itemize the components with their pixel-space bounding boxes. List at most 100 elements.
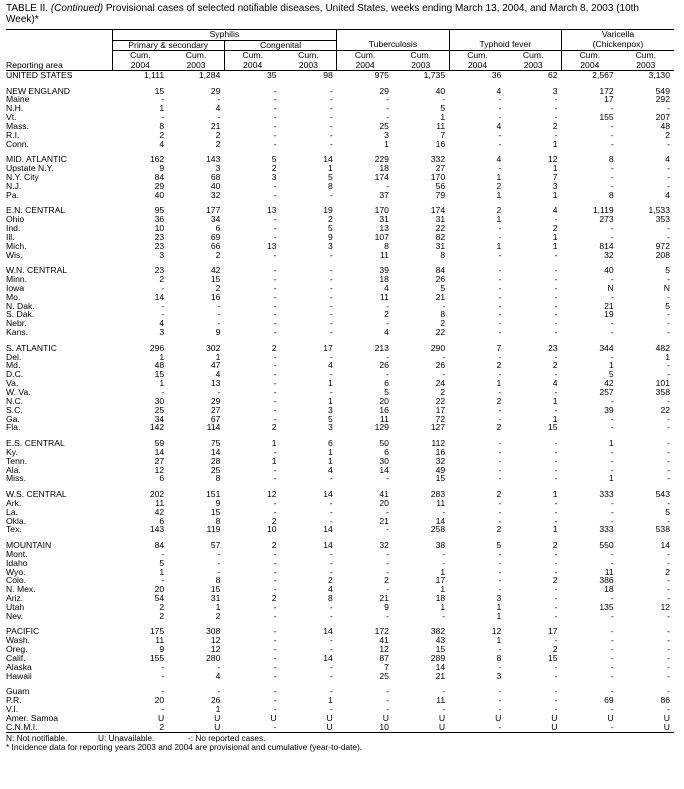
value-cell: 19 — [604, 309, 614, 320]
value-cell: - — [386, 94, 389, 105]
value-cell: - — [273, 601, 277, 612]
table-row: S.C. 25 27 - 3 16 17 - - 39 22 — [6, 405, 674, 415]
value-cell: 20 — [154, 695, 165, 706]
header-cell: Cum. 2003 — [392, 50, 450, 71]
value-cell: - — [498, 584, 502, 595]
value-cell: 344 — [599, 342, 614, 353]
value-cell: 98 — [323, 70, 333, 80]
value-cell: 2 — [665, 129, 670, 140]
value-cell: 8 — [384, 240, 389, 251]
value-cell: - — [161, 661, 165, 672]
value-cell: - — [667, 515, 670, 526]
value-cell: 14 — [154, 446, 165, 457]
value-cell: - — [386, 610, 389, 621]
value-cell: 549 — [655, 85, 670, 96]
value-cell: 84 — [154, 540, 165, 551]
value-cell: 332 — [430, 154, 446, 165]
value-cell: 170 — [374, 205, 389, 216]
value-cell: 1 — [552, 240, 558, 251]
value-cell: 213 — [374, 342, 389, 353]
spacer — [6, 432, 674, 439]
spacer — [6, 259, 674, 266]
value-cell: - — [329, 103, 333, 114]
value-cell: U — [280, 722, 337, 733]
value-cell: 4 — [496, 85, 502, 96]
value-cell: - — [329, 265, 333, 276]
value-cell: - — [667, 395, 670, 406]
value-cell: 20 — [379, 395, 389, 406]
year-label: 2004 — [580, 59, 600, 70]
value-cell: - — [554, 703, 558, 714]
value-cell: - — [554, 515, 558, 526]
value-cell: 2 — [496, 180, 502, 191]
value-cell: 31 — [379, 214, 389, 225]
value-cell: - — [273, 446, 277, 457]
area-cell: Tex. — [6, 524, 22, 535]
value-cell: 69 — [210, 231, 221, 242]
value-cell: 47 — [210, 360, 221, 371]
value-cell: 333 — [599, 524, 614, 535]
value-cell: 257 — [599, 386, 614, 397]
value-cell: 1 — [552, 189, 558, 200]
spacer-row — [6, 200, 674, 207]
value-cell: - — [329, 515, 333, 526]
value-cell: 11 — [436, 121, 446, 132]
value-cell: 258 — [430, 524, 446, 535]
table-row: Ky. 14 14-1 6 16- - - - — [6, 446, 674, 457]
area-cell: Del. — [6, 351, 22, 362]
value-cell: 25 — [210, 464, 221, 475]
value-cell: - — [329, 300, 333, 311]
spacer-row — [6, 80, 674, 87]
value-cell: - — [561, 722, 618, 733]
value-cell: - — [554, 584, 558, 595]
value-cell: 42 — [154, 506, 165, 517]
table-row: MID. ATLANTIC 162 143 5 14 229 332 4 12 8 4 — [6, 155, 674, 164]
header-cell — [6, 40, 112, 51]
value-cell: - — [610, 395, 614, 406]
value-cell: 34 — [210, 214, 221, 225]
value-cell: - — [273, 291, 277, 302]
value-cell: 1 — [496, 635, 502, 646]
table-body: UNITED STATES 1,111 1,284 35 98 975 1,735 36 62 2… — [6, 70, 674, 733]
value-cell: 1 — [327, 446, 333, 457]
value-cell: - — [273, 189, 277, 200]
value-cell: - — [386, 103, 389, 114]
value-cell: 172 — [599, 85, 614, 96]
value-cell: 3 — [215, 163, 221, 174]
value-cell: - — [554, 548, 558, 559]
value-cell: U — [157, 712, 165, 723]
table-row: Minn. 2 15 - - 18 26 - - - - — [6, 275, 674, 284]
value-cell: 333 — [599, 489, 614, 500]
table-row: Utah 2 1 - - 9 1 1 - 135 12 — [6, 603, 674, 612]
value-cell: 40 — [154, 189, 165, 200]
value-cell: - — [498, 455, 502, 466]
value-cell: 8 — [608, 189, 614, 200]
area-cell: Nev. — [6, 610, 24, 621]
table-row: Ariz. 54 31 2 8 21 18 3 - - - — [6, 594, 674, 603]
value-cell: - — [329, 291, 333, 302]
value-cell: 1 — [496, 172, 502, 183]
header-cell: (Chickenpox) — [561, 40, 674, 51]
title-italic: (Continued) — [50, 3, 104, 14]
value-cell: 26 — [379, 360, 389, 371]
value-cell: 22 — [435, 223, 446, 234]
value-cell: 2 — [496, 360, 502, 371]
value-cell: 1 — [271, 455, 277, 466]
value-cell: U — [168, 722, 225, 733]
value-cell: - — [554, 318, 558, 329]
value-cell: - — [610, 644, 614, 655]
value-cell: 32 — [435, 455, 446, 466]
table-row: Ark. 11 9 - - 20 11 - - - - — [6, 499, 674, 508]
value-cell: 32 — [379, 540, 389, 551]
value-cell: 8 — [215, 575, 221, 586]
value-cell: 112 — [431, 438, 446, 448]
value-cell: - — [386, 557, 389, 568]
table-row: Upstate N.Y. 9 3 2 1 18 27 - 1 - - — [6, 164, 674, 173]
value-cell: 4 — [215, 369, 221, 380]
footnote: N: Not notifiable. — [6, 732, 68, 743]
area-cell: Upstate N.Y. — [6, 163, 54, 174]
value-cell: 5 — [496, 540, 502, 551]
cum-label: Cum. — [242, 50, 263, 60]
value-cell: - — [667, 497, 670, 508]
value-cell: - — [329, 369, 333, 380]
